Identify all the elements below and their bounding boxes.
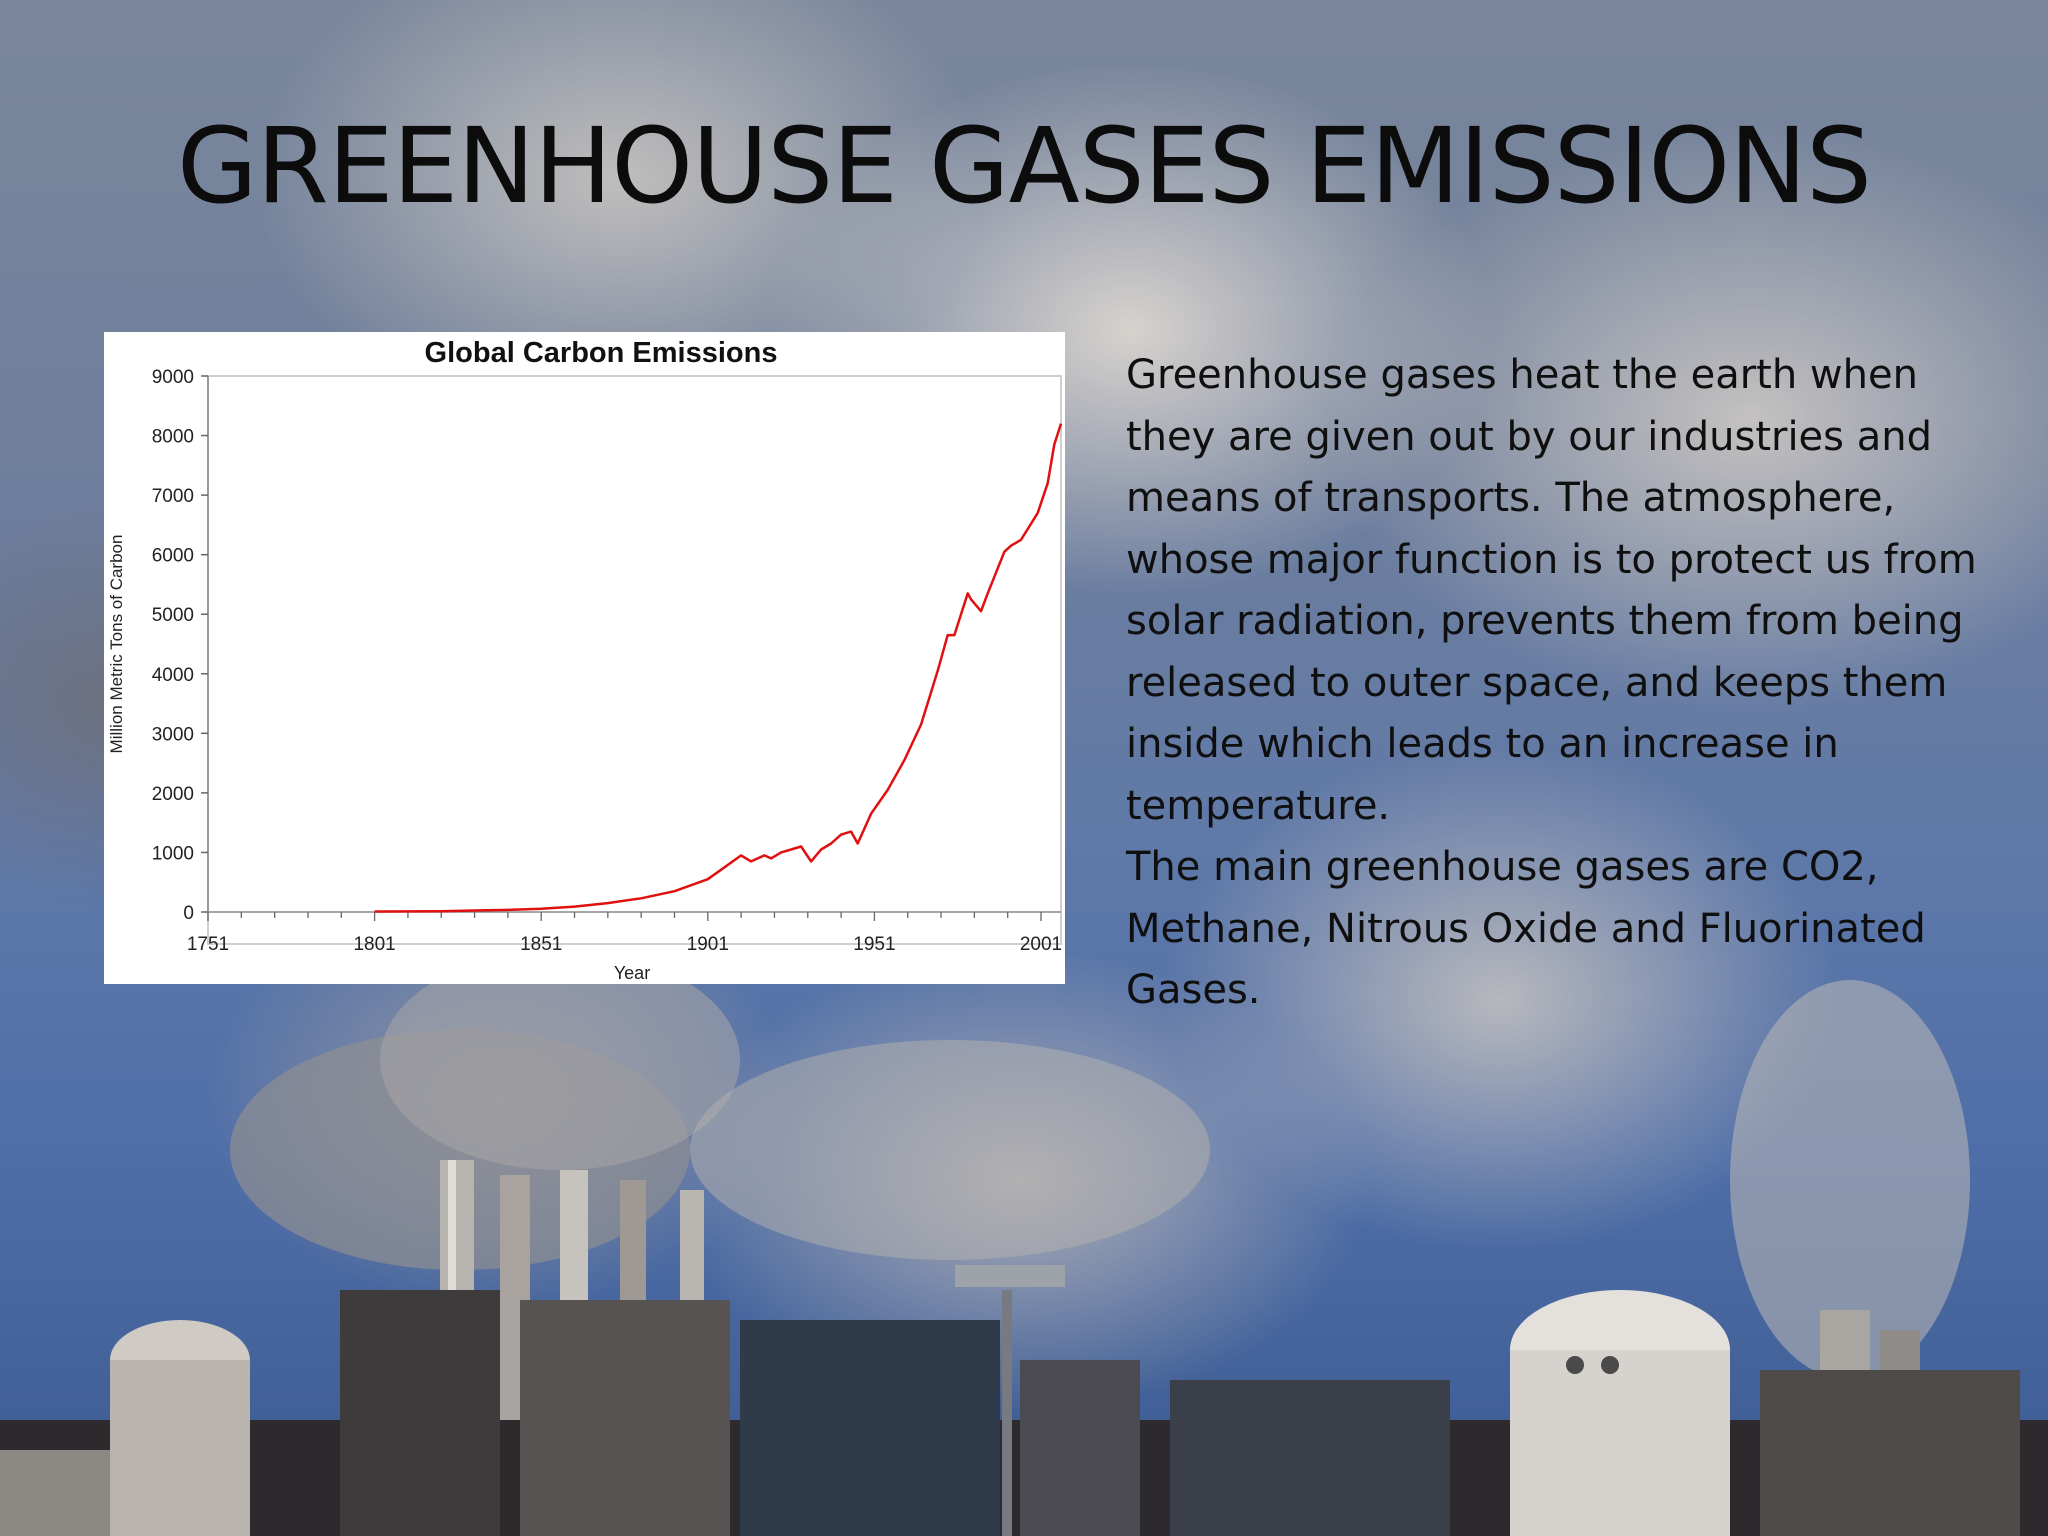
x-axis-label: Year [614, 963, 650, 983]
y-tick-label: 9000 [152, 367, 194, 388]
body-paragraph-1: Greenhouse gases heat the earth when the… [1126, 352, 1977, 829]
y-axis-ticks: 0 1000 2000 3000 4000 5000 6000 7000 8000 9000 [152, 367, 208, 924]
y-tick-label: 8000 [152, 427, 194, 448]
slide-body-text: Greenhouse gases heat the earth when the… [1126, 345, 2006, 1022]
chart-title: Global Carbon Emissions [425, 337, 778, 369]
slide-title: GREENHOUSE GASES EMISSIONS [176, 105, 1872, 227]
x-tick-label: 1951 [853, 934, 895, 955]
y-axis-label: Million Metric Tons of Carbon [107, 535, 126, 754]
y-tick-label: 2000 [152, 784, 194, 805]
y-tick-label: 0 [183, 903, 194, 924]
chart-canvas: Global Carbon Emissions 0 1000 2000 3000 400… [107, 337, 1063, 983]
y-tick-label: 7000 [152, 486, 194, 507]
y-tick-label: 6000 [152, 546, 194, 567]
x-axis-ticks: 1751 1801 1851 1901 1951 2001 [187, 912, 1062, 955]
y-tick-label: 1000 [152, 843, 194, 864]
x-tick-label: 2001 [1020, 934, 1062, 955]
x-tick-label: 1901 [687, 934, 729, 955]
y-tick-label: 3000 [152, 724, 194, 745]
x-tick-label: 1801 [353, 934, 395, 955]
x-tick-label: 1751 [187, 934, 229, 955]
emissions-series-line [374, 423, 1063, 913]
x-tick-label: 1851 [520, 934, 562, 955]
y-tick-label: 4000 [152, 665, 194, 686]
body-paragraph-2: The main greenhouse gases are CO2, Metha… [1126, 844, 1926, 1013]
global-carbon-emissions-chart: Global Carbon Emissions 0 1000 2000 3000 400… [104, 332, 1065, 984]
plot-area-frame [207, 375, 1062, 945]
y-tick-label: 5000 [152, 605, 194, 626]
